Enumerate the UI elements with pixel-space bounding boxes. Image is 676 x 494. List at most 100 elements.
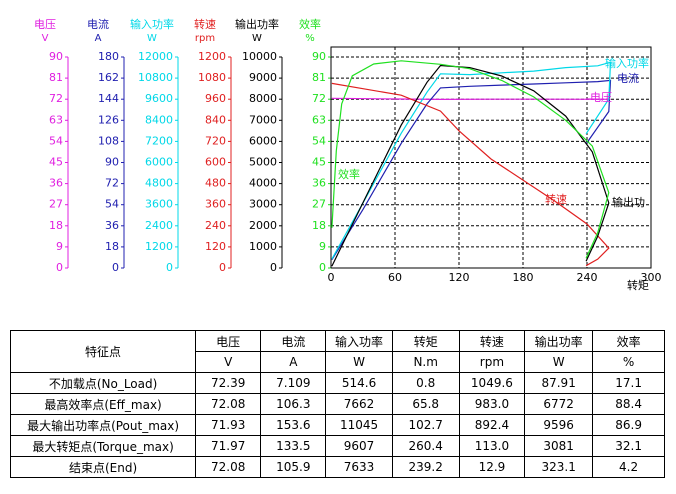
y-tick-label: 36	[105, 219, 119, 232]
axis-title: 效率	[299, 17, 321, 31]
y-tick-label: 120	[205, 240, 226, 253]
table-cell: 6772	[524, 393, 594, 415]
y-tick-label: 8000	[249, 92, 277, 105]
y-tick-label: 1200	[198, 50, 226, 63]
y-tick-label: 18	[49, 219, 63, 232]
y-tick-label: 0	[270, 261, 277, 274]
table-row: 最大输出功率点(Pout_max) 71.93 153.6 11045 102.7 892…	[9, 414, 665, 436]
table-cell: 86.9	[592, 414, 665, 436]
table-cell: 102.7	[391, 414, 460, 436]
y-tick-label: 81	[49, 71, 63, 84]
y-tick-label: 6000	[249, 134, 277, 147]
axis-title: 电流	[87, 17, 109, 31]
y-tick-label: 480	[205, 177, 226, 190]
y-tick-label: 4000	[249, 177, 277, 190]
y-tick-label: 7000	[249, 113, 277, 126]
table-cell: 72.08	[195, 393, 262, 415]
axis-unit: rpm	[195, 33, 215, 44]
table-cell: V	[195, 351, 262, 373]
axis-unit: V	[42, 33, 49, 44]
table-cell: 9596	[524, 414, 594, 436]
table-cell: 最高效率点(Eff_max)	[9, 393, 197, 415]
table-cell: W	[325, 351, 393, 373]
y-tick-label: 10000	[242, 50, 277, 63]
table-cell: A	[260, 351, 327, 373]
y-tick-label: 0	[219, 261, 226, 274]
table-cell: 323.1	[524, 456, 594, 478]
table-cell: 电压	[195, 330, 262, 352]
y-tick-label: 9000	[249, 71, 277, 84]
table-cell: 239.2	[391, 456, 460, 478]
y-tick-label: 144	[98, 92, 119, 105]
y-tick-label: 960	[205, 92, 226, 105]
curve-label: 电流	[617, 71, 639, 85]
y-tick-label: 10800	[138, 71, 173, 84]
table-cell: rpm	[458, 351, 526, 373]
y-tick-label: 0	[166, 261, 173, 274]
y-tick-label: 3000	[249, 198, 277, 211]
curve-label: 电压	[590, 91, 612, 104]
table-cell: 1049.6	[458, 372, 526, 394]
axis-title: 电压	[34, 18, 56, 31]
series-line	[331, 60, 610, 259]
curve-label: 效率	[338, 167, 360, 181]
table-cell: 71.97	[195, 435, 262, 457]
y-tick-label: 45	[312, 156, 326, 169]
y-tick-label: 840	[205, 113, 226, 126]
y-tick-label: 1000	[249, 240, 277, 253]
table-cell: 105.9	[260, 456, 327, 478]
table-cell: 不加载点(No_Load)	[9, 372, 197, 394]
table-cell: 7662	[325, 393, 393, 415]
series-line	[331, 97, 609, 101]
y-tick-label: 7200	[145, 134, 173, 147]
table-cell: 87.91	[524, 372, 594, 394]
table-cell: 892.4	[458, 414, 526, 436]
table-cell: 效率	[592, 330, 665, 352]
axis-unit: %	[305, 33, 315, 44]
y-tick-label: 240	[205, 219, 226, 232]
series-line	[331, 82, 610, 267]
y-tick-label: 90	[105, 156, 119, 169]
table-cell: 260.4	[391, 435, 460, 457]
table-cell: 11045	[325, 414, 393, 436]
y-tick-label: 12000	[138, 50, 173, 63]
table-cell: 转矩	[391, 330, 460, 352]
x-tick-label: 0	[328, 271, 335, 284]
axis-title: 输出功率	[235, 17, 279, 31]
y-tick-label: 1200	[145, 240, 173, 253]
y-tick-label: 162	[98, 71, 119, 84]
series-line	[331, 61, 612, 260]
table-cell: 71.93	[195, 414, 262, 436]
y-tick-label: 2000	[249, 219, 277, 232]
x-tick-label: 60	[388, 271, 402, 284]
table-cell: N.m	[391, 351, 460, 373]
y-tick-label: 2400	[145, 219, 173, 232]
table-cell: 106.3	[260, 393, 327, 415]
chart: 电压V09182736455463728190电流A01836547290108…	[34, 17, 662, 292]
table-cell: 983.0	[458, 393, 526, 415]
y-tick-label: 18	[105, 240, 119, 253]
table-cell: 65.8	[391, 393, 460, 415]
table-cell: 17.1	[592, 372, 665, 394]
table-cell: 9607	[325, 435, 393, 457]
y-tick-label: 5000	[249, 156, 277, 169]
axis-title: 转速	[194, 17, 216, 31]
y-tick-label: 3600	[145, 198, 173, 211]
y-tick-label: 9	[319, 240, 326, 253]
y-tick-label: 600	[205, 156, 226, 169]
table-cell: 133.5	[260, 435, 327, 457]
table-cell: 0.8	[391, 372, 460, 394]
table-cell: 转速	[458, 330, 526, 352]
data-table: 特征点 电压 电流 输入功率 转矩 转速 输出功率 效率 V A W N.m rpm W% 不加载点(No_…	[9, 330, 665, 478]
table-cell: 输入功率	[325, 330, 393, 352]
table-cell: 32.1	[592, 435, 665, 457]
curve-label: 输出功	[612, 195, 645, 209]
table-cell: 电流	[260, 330, 327, 352]
table-cell: 结束点(End)	[9, 456, 197, 478]
table-cell: 88.4	[592, 393, 665, 415]
table-cell: 72.39	[195, 372, 262, 394]
table-cell: 特征点	[9, 330, 197, 373]
series-line	[331, 64, 610, 267]
curve-label: 转速	[545, 192, 567, 206]
